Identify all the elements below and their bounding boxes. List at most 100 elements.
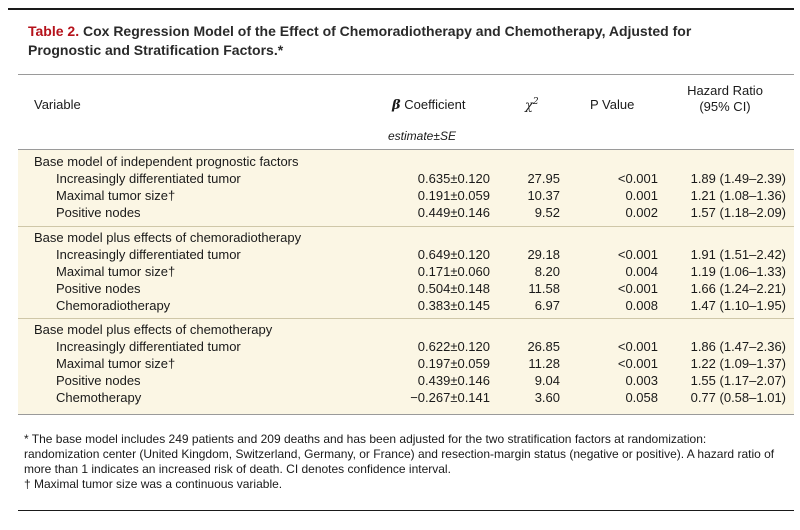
p-value-cell: 0.008 [625,298,658,313]
group-title-row: Base model plus effects of chemotherapy [18,321,794,339]
group-divider [18,226,794,227]
hazard-ratio-cell: 1.57 (1.18–2.09) [690,205,786,220]
beta-cell: 0.622±0.120 [417,339,490,354]
table-row: Positive nodes 0.439±0.146 9.04 0.003 1.… [18,372,794,390]
chi-cell: 9.04 [534,373,560,388]
header-chi-square: χ2 [525,97,539,113]
beta-cell: 0.383±0.145 [417,298,490,313]
beta-cell: 0.504±0.148 [417,281,490,296]
chi-cell: 6.97 [534,298,560,313]
hazard-ratio-cell: 0.77 (0.58–1.01) [690,390,786,405]
p-value-cell: 0.003 [625,373,658,388]
header-variable: Variable [34,97,81,112]
beta-cell: −0.267±0.141 [410,390,490,405]
p-value-cell: 0.004 [625,264,658,279]
table-row: Maximal tumor size† 0.171±0.060 8.20 0.0… [18,263,794,281]
table-row: Positive nodes 0.504±0.148 11.58 <0.001 … [18,280,794,298]
hazard-ratio-cell: 1.47 (1.10–1.95) [690,298,786,313]
variable-cell: Chemotherapy [56,390,142,405]
table-title: Table 2. Cox Regression Model of the Eff… [28,22,768,60]
table-row: Maximal tumor size† 0.197±0.059 11.28 <0… [18,355,794,373]
footnote-dagger: † Maximal tumor size was a continuous va… [24,477,283,491]
group-divider [18,318,794,319]
chi-cell: 11.58 [528,281,560,296]
footnotes: * The base model includes 249 patients a… [24,432,784,492]
hazard-ratio-cell: 1.55 (1.17–2.07) [690,373,786,388]
title-box [18,10,794,78]
header-divider [18,149,794,150]
variable-cell: Maximal tumor size† [56,264,176,279]
hazard-ratio-cell: 1.86 (1.47–2.36) [690,339,786,354]
table-row: Chemoradiotherapy 0.383±0.145 6.97 0.008… [18,297,794,315]
variable-cell: Positive nodes [56,281,141,296]
hazard-ratio-cell: 1.89 (1.49–2.39) [690,171,786,186]
footnote-star: * The base model includes 249 patients a… [24,432,775,476]
p-value-cell: <0.001 [617,171,658,186]
variable-cell: Positive nodes [56,205,141,220]
header-p-value: P Value [590,97,635,112]
variable-cell: Chemoradiotherapy [56,298,171,313]
top-rule [8,8,794,10]
table-bottom-rule [18,414,794,415]
group-title-row: Base model plus effects of chemoradiothe… [18,229,794,247]
table-row: Positive nodes 0.449±0.146 9.52 0.002 1.… [18,204,794,222]
p-value-cell: <0.001 [617,247,658,262]
group-title-row: Base model of independent prognostic fac… [18,153,794,171]
header-hazard-ratio: Hazard Ratio (95% CI) [680,83,770,115]
hazard-ratio-cell: 1.19 (1.06–1.33) [690,264,786,279]
chi-cell: 8.20 [534,264,560,279]
beta-cell: 0.171±0.060 [417,264,490,279]
header-hazard-ratio-line1: Hazard Ratio [687,83,763,98]
title-divider [18,74,794,75]
beta-symbol: β [392,98,401,113]
p-value-cell: 0.001 [625,188,658,203]
table-title-text: Cox Regression Model of the Effect of Ch… [28,23,692,58]
group-title: Base model of independent prognostic fac… [34,154,299,169]
hazard-ratio-cell: 1.22 (1.09–1.37) [690,356,786,371]
group-title: Base model plus effects of chemotherapy [34,322,273,337]
header-beta-coefficient: β Coefficient [392,97,465,113]
variable-cell: Increasingly differentiated tumor [56,339,241,354]
hazard-ratio-cell: 1.66 (1.24–2.21) [690,281,786,296]
variable-cell: Positive nodes [56,373,141,388]
table-row: Maximal tumor size† 0.191±0.059 10.37 0.… [18,187,794,205]
beta-cell: 0.649±0.120 [417,247,490,262]
beta-cell: 0.635±0.120 [417,171,490,186]
table-title-label: Table 2. [28,23,80,39]
header-beta-subtitle: estimate±SE [388,129,456,143]
table-header [18,75,794,149]
chi-superscript: 2 [532,97,539,107]
variable-cell: Increasingly differentiated tumor [56,171,241,186]
table-row: Increasingly differentiated tumor 0.649±… [18,246,794,264]
hazard-ratio-cell: 1.21 (1.08–1.36) [690,188,786,203]
chi-cell: 26.85 [527,339,560,354]
table-row: Increasingly differentiated tumor 0.635±… [18,170,794,188]
beta-cell: 0.191±0.059 [417,188,490,203]
chi-cell: 9.52 [534,205,560,220]
beta-label: Coefficient [404,97,466,112]
beta-cell: 0.197±0.059 [417,356,490,371]
header-hazard-ratio-line2: (95% CI) [699,99,751,114]
p-value-cell: 0.058 [625,390,658,405]
chi-symbol: χ [525,98,533,114]
beta-cell: 0.449±0.146 [417,205,490,220]
variable-cell: Increasingly differentiated tumor [56,247,241,262]
table-row: Increasingly differentiated tumor 0.622±… [18,338,794,356]
group-title: Base model plus effects of chemoradiothe… [34,230,302,245]
variable-cell: Maximal tumor size† [56,356,176,371]
end-rule [18,510,794,511]
p-value-cell: <0.001 [617,356,658,371]
chi-cell: 29.18 [527,247,560,262]
hazard-ratio-cell: 1.91 (1.51–2.42) [690,247,786,262]
chi-cell: 3.60 [534,390,560,405]
table-row: Chemotherapy −0.267±0.141 3.60 0.058 0.7… [18,389,794,407]
p-value-cell: 0.002 [625,205,658,220]
chi-cell: 11.28 [528,356,560,371]
chi-cell: 27.95 [527,171,560,186]
p-value-cell: <0.001 [617,281,658,296]
variable-cell: Maximal tumor size† [56,188,176,203]
p-value-cell: <0.001 [617,339,658,354]
beta-cell: 0.439±0.146 [417,373,490,388]
chi-cell: 10.37 [527,188,560,203]
